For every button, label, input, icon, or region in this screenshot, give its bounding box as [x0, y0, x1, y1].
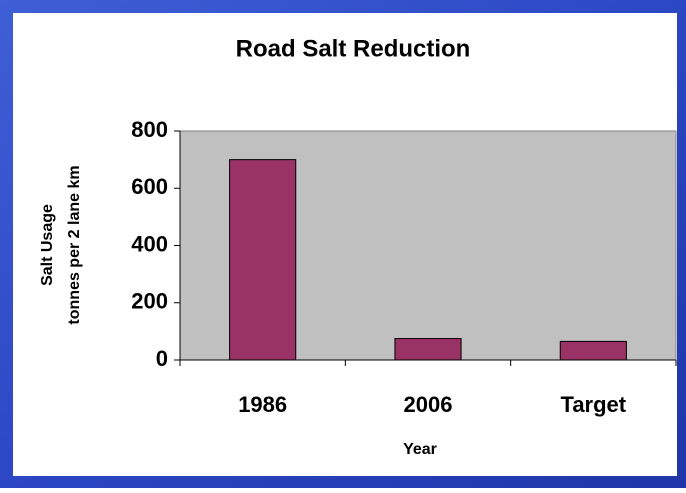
x-tick-label: Target: [561, 392, 627, 417]
x-axis-label: Year: [403, 441, 437, 458]
y-tick-label: 400: [131, 231, 168, 256]
y-tick-label: 800: [131, 117, 168, 142]
bar: [394, 338, 462, 361]
y-tick-label: 600: [131, 174, 168, 199]
bar: [229, 159, 297, 361]
x-tick-label: 1986: [238, 392, 287, 417]
chart-title: Road Salt Reduction: [236, 35, 471, 62]
y-tick-label: 200: [131, 289, 168, 314]
y-tick-label: 0: [156, 346, 168, 371]
y-axis-label: Salt Usage: [39, 204, 56, 286]
y-axis-label: tonnes per 2 lane km: [66, 165, 83, 324]
x-tick-label: 2006: [404, 392, 453, 417]
bar: [559, 340, 627, 361]
